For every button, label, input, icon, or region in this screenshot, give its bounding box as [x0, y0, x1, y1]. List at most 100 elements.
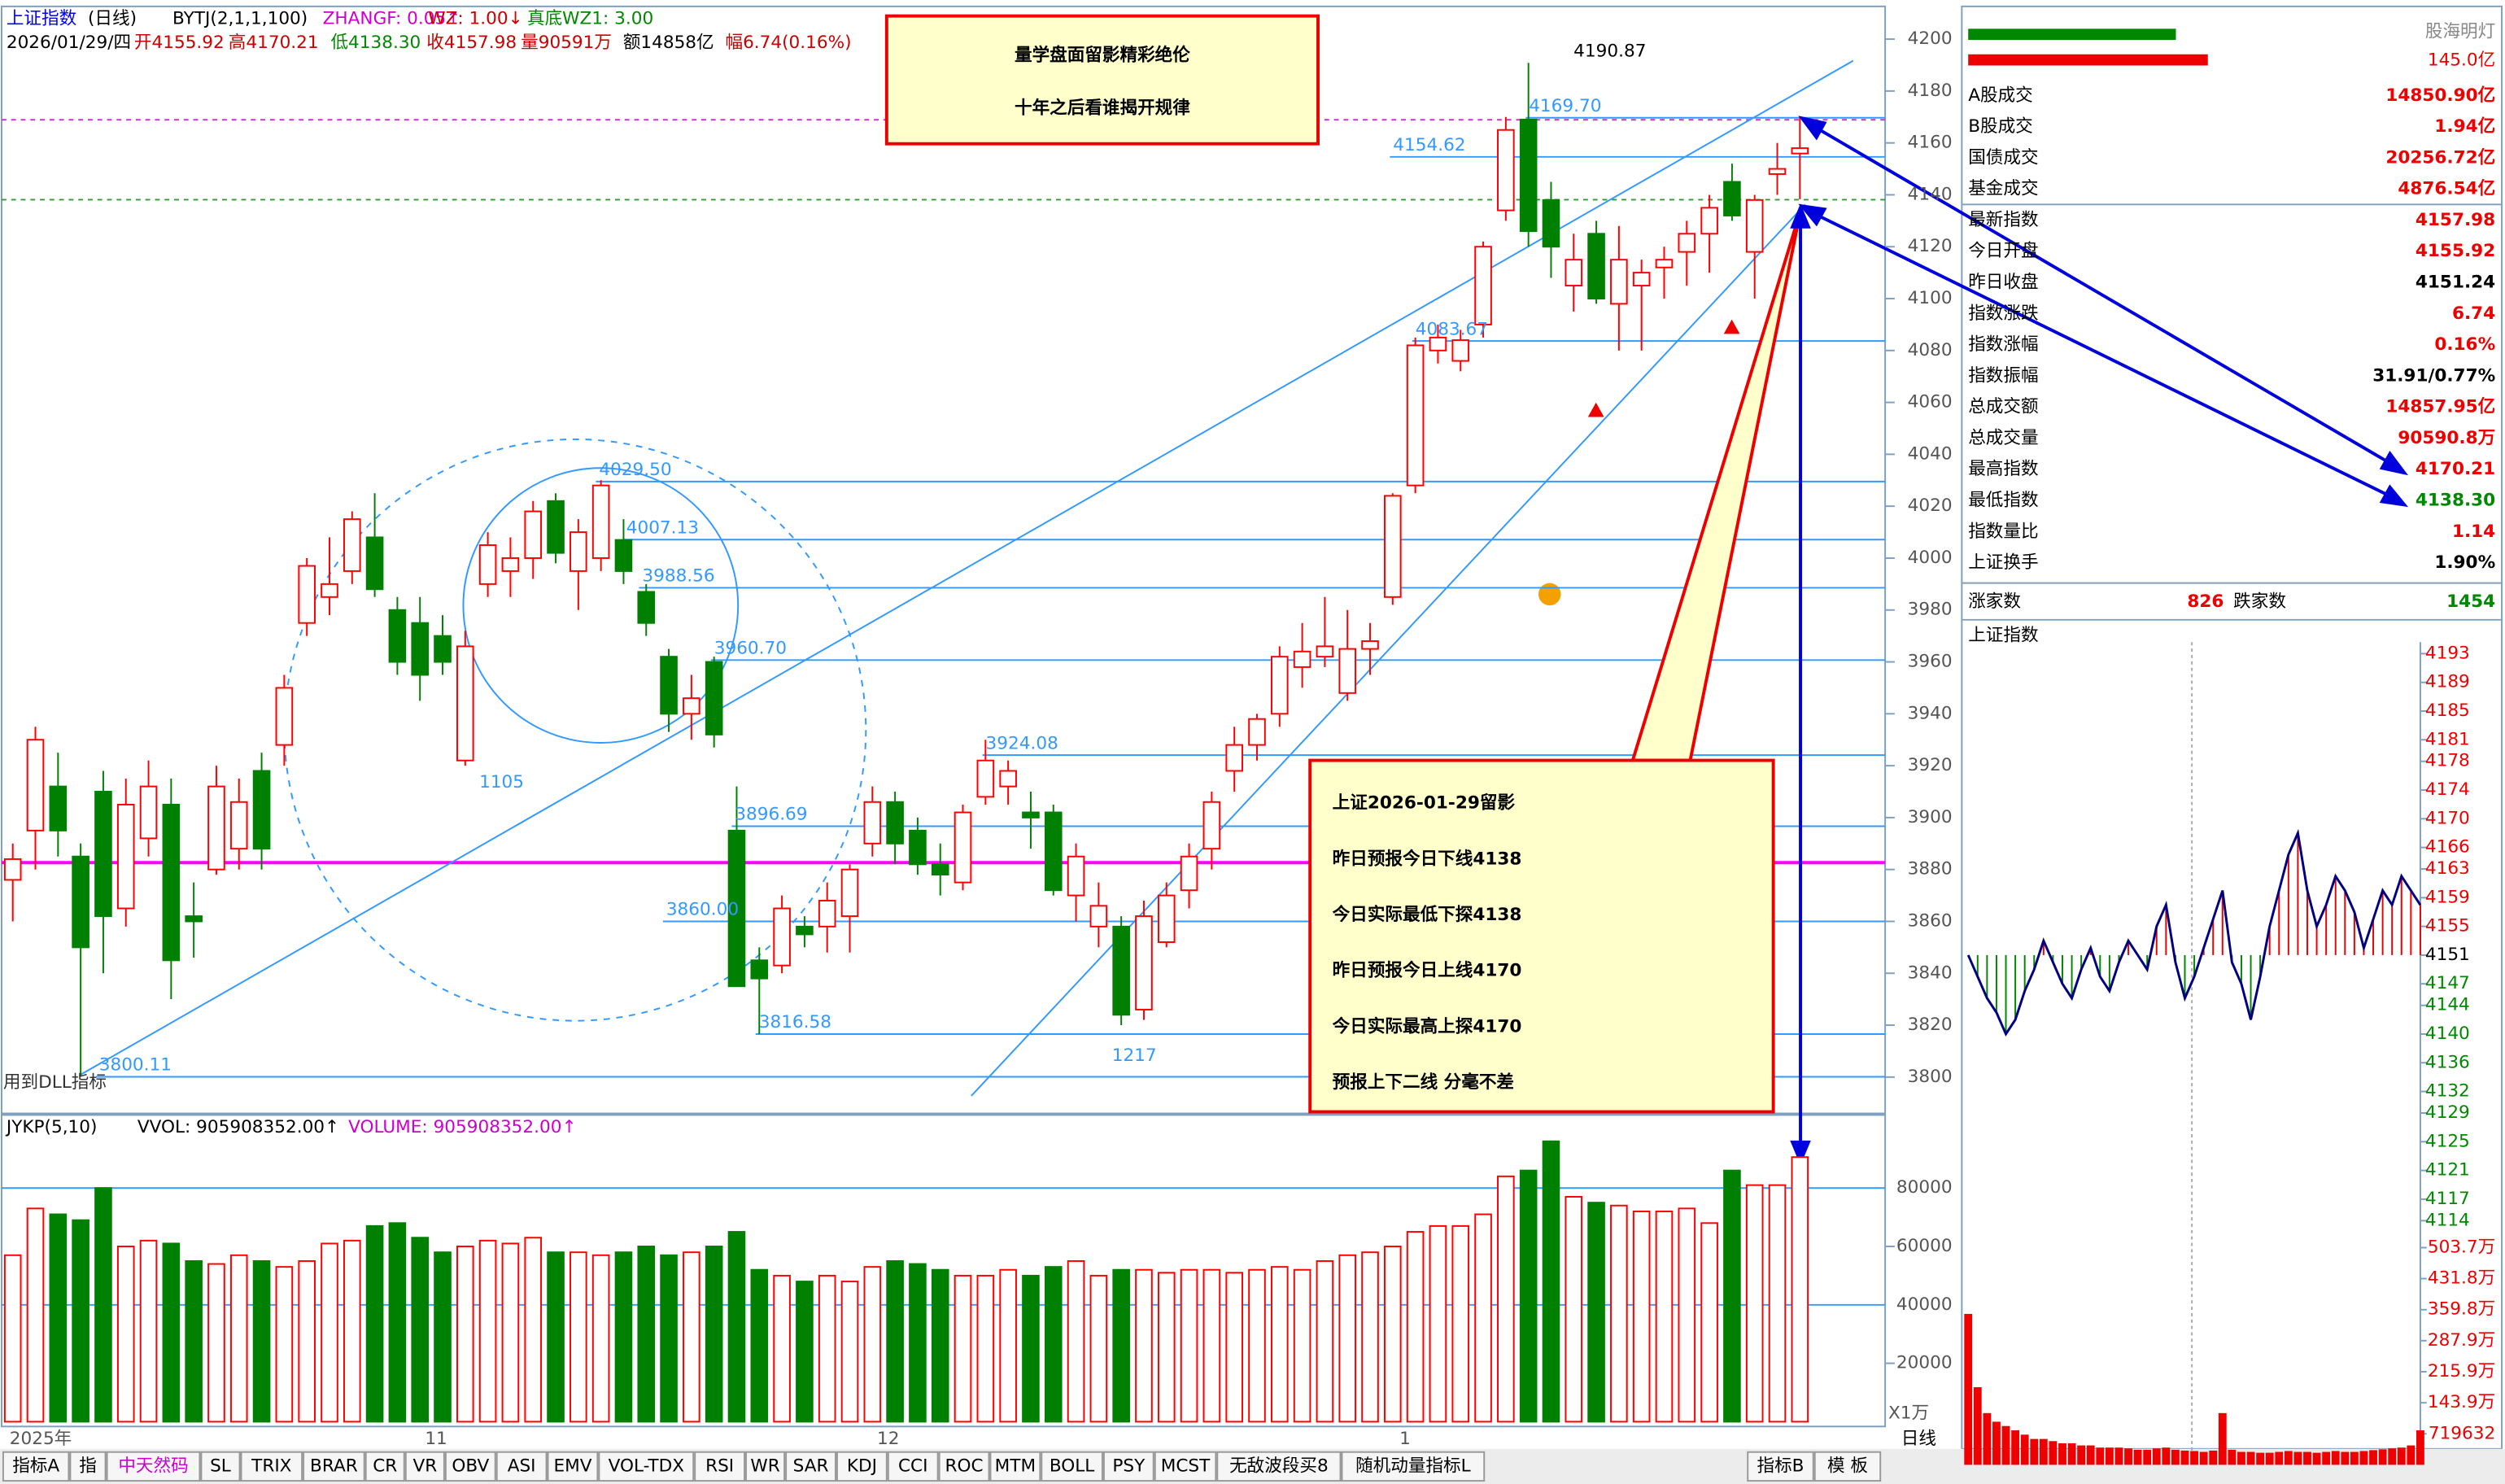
candle-body [388, 609, 407, 663]
tab[interactable] [200, 1451, 241, 1482]
tab-label[interactable]: MCST [1161, 1456, 1211, 1476]
y-tick-label: 4180 [1908, 81, 1953, 101]
tab-label[interactable]: WR [750, 1456, 779, 1476]
tab[interactable] [303, 1451, 365, 1482]
tab-label[interactable]: BRAR [310, 1456, 358, 1476]
tab[interactable] [364, 1451, 405, 1482]
tab-label[interactable]: KDJ [847, 1456, 877, 1476]
candle-body [591, 484, 610, 559]
volume-bar [909, 1263, 927, 1423]
tab-label[interactable]: 指 [79, 1456, 97, 1476]
y-tick-label: 4200 [1908, 28, 1953, 49]
y-tick-label: 4140 [2425, 1024, 2470, 1044]
candle-body [478, 544, 497, 585]
candle-body [1271, 656, 1289, 715]
volume-bar [1293, 1268, 1311, 1423]
level-label: 3800.11 [99, 1055, 172, 1076]
tab[interactable] [547, 1451, 599, 1482]
tab-label[interactable]: RSI [705, 1456, 734, 1476]
volume-bar [229, 1254, 248, 1423]
tab-label[interactable]: 指标B [1757, 1456, 1804, 1476]
level-label: 3816.58 [759, 1012, 831, 1032]
candle-body [570, 531, 587, 572]
tab-label[interactable]: 中天然码 [118, 1456, 188, 1476]
volume-bar [1983, 1412, 1992, 1465]
y-tick-label: 4140 [1908, 184, 1953, 204]
tab-label[interactable]: EMV [553, 1456, 591, 1476]
volume-bar [1519, 1169, 1538, 1423]
tab-label[interactable]: ASI [508, 1456, 536, 1476]
stat-label: 最高指数 [1968, 459, 2038, 479]
volume-bar [524, 1237, 543, 1423]
tab[interactable] [495, 1451, 548, 1482]
tab-label[interactable]: SAR [793, 1456, 829, 1476]
tab[interactable] [106, 1451, 201, 1482]
tab[interactable] [2, 1451, 70, 1482]
tab[interactable] [598, 1451, 695, 1482]
candle-body [1406, 344, 1425, 487]
tab-label[interactable]: PSY [1112, 1456, 1146, 1476]
tab[interactable] [1154, 1451, 1217, 1482]
volume-bar [886, 1259, 904, 1423]
volume-bar [2162, 1447, 2171, 1465]
tab-label[interactable]: SL [210, 1456, 231, 1476]
tab[interactable] [938, 1451, 990, 1482]
volume-bar [298, 1259, 316, 1423]
quote: 量90591万 [521, 33, 612, 53]
tab[interactable] [69, 1451, 107, 1482]
tab-label[interactable]: VOL-TDX [609, 1456, 685, 1476]
candle-body [1542, 199, 1560, 248]
callout-line: 今日实际最高上探4170 [1333, 1015, 1522, 1037]
candle-body [547, 500, 565, 554]
candle-body [1316, 645, 1334, 658]
candle-body [999, 770, 1017, 788]
candle-body [252, 770, 271, 850]
tab-label[interactable]: CR [373, 1456, 397, 1476]
tab[interactable] [1216, 1451, 1342, 1482]
tab[interactable] [1813, 1451, 1882, 1482]
tab-label[interactable]: 指标A [12, 1456, 59, 1476]
tab-label[interactable]: 随机动量指标L [1355, 1456, 1471, 1476]
tab[interactable] [836, 1451, 888, 1482]
stat-value: 14850.90亿 [2385, 85, 2495, 106]
y-tick-label: 60000 [1896, 1236, 1953, 1256]
stat-label: 总成交量 [1968, 428, 2038, 448]
volume-bar [637, 1246, 656, 1423]
tab-label[interactable]: ROC [945, 1456, 984, 1476]
tab[interactable] [1041, 1451, 1103, 1482]
tab[interactable] [887, 1451, 939, 1482]
candle-body [660, 656, 678, 715]
tab[interactable] [1747, 1451, 1814, 1482]
quote: 开4155.92 [134, 33, 225, 53]
tab[interactable] [240, 1451, 303, 1482]
candle-body [139, 785, 158, 840]
stat-value: 90590.8万 [2398, 428, 2495, 448]
tab[interactable] [1102, 1451, 1154, 1482]
tab[interactable] [989, 1451, 1041, 1482]
stat-value: 4170.21 [2416, 459, 2495, 479]
candle-body [1565, 259, 1583, 287]
tab[interactable] [745, 1451, 786, 1482]
tab[interactable] [785, 1451, 836, 1482]
y-tick-label: 4181 [2425, 729, 2470, 749]
volume-bar [116, 1246, 135, 1423]
level-label: 3860.00 [666, 900, 739, 920]
tab-label[interactable]: 无敌波段买8 [1229, 1456, 1329, 1476]
tab[interactable] [694, 1451, 746, 1482]
volume-bar [1474, 1213, 1492, 1423]
tab[interactable] [404, 1451, 445, 1482]
tab[interactable] [1341, 1451, 1486, 1482]
volume-bar [1791, 1156, 1809, 1423]
tab-label[interactable]: CCI [898, 1456, 928, 1476]
tab-label[interactable]: 模 板 [1827, 1456, 1868, 1476]
tab[interactable] [444, 1451, 496, 1482]
legend: VOLUME: 905908352.00↑ [348, 1117, 576, 1137]
tab-label[interactable]: OBV [452, 1456, 489, 1476]
tab-label[interactable]: BOLL [1050, 1456, 1094, 1476]
tab-label[interactable]: MTM [995, 1456, 1036, 1476]
candle-body [1248, 718, 1266, 746]
tab-label[interactable]: TRIX [251, 1456, 292, 1476]
tab-label[interactable]: VR [412, 1456, 437, 1476]
candle-body [954, 811, 972, 884]
volume-bar [2388, 1448, 2397, 1465]
